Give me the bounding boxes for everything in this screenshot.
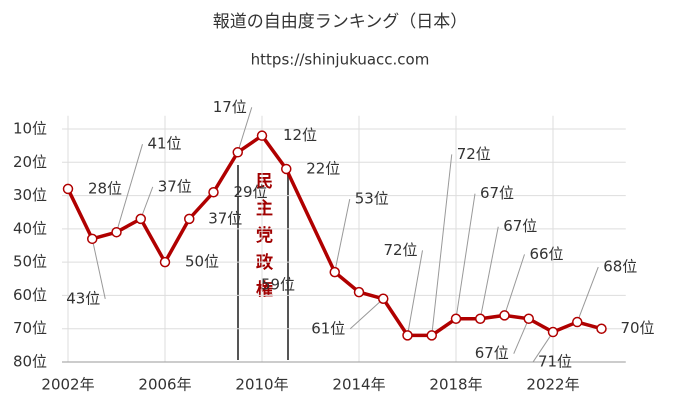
- marker: [572, 316, 583, 328]
- marker: [402, 330, 413, 341]
- y-tick-label: 80位: [13, 353, 47, 371]
- leader-line: [479, 226, 499, 319]
- x-tick-label: 2022年: [526, 376, 579, 394]
- leader-line: [237, 107, 253, 153]
- data-label: 53位: [355, 190, 389, 208]
- marker: [184, 213, 195, 225]
- y-tick-label: 20位: [13, 153, 47, 171]
- marker: [378, 293, 389, 305]
- x-tick-label: 2010年: [235, 376, 288, 394]
- x-tick-label: 2014年: [332, 376, 385, 394]
- y-tick-label: 10位: [13, 120, 47, 138]
- leader-line: [576, 266, 599, 323]
- marker: [596, 323, 607, 334]
- data-label: 67位: [475, 344, 509, 362]
- x-tick-label: 2018年: [429, 376, 482, 394]
- marker: [62, 183, 74, 195]
- marker: [426, 330, 437, 341]
- marker: [159, 256, 171, 268]
- data-label: 59位: [261, 276, 295, 294]
- marker: [547, 326, 559, 338]
- data-label: 28位: [88, 179, 122, 197]
- leader-line: [431, 154, 453, 336]
- data-label: 43位: [66, 289, 100, 307]
- data-label: 17位: [213, 98, 247, 116]
- data-label: 50位: [185, 253, 219, 271]
- chart-title: 報道の自由度ランキング（日本）: [213, 12, 468, 32]
- data-label: 37位: [158, 177, 192, 195]
- y-tick-label: 50位: [13, 253, 47, 271]
- y-tick-label: 40位: [13, 219, 47, 237]
- data-label: 70位: [620, 319, 654, 337]
- marker: [135, 213, 146, 225]
- marker: [256, 130, 268, 141]
- chart-subtitle: https://shinjukuacc.com: [251, 51, 430, 69]
- line: [66, 133, 602, 338]
- leader-line: [140, 186, 154, 220]
- marker: [450, 313, 462, 324]
- data-label: 12位: [283, 126, 317, 144]
- leader-line: [532, 331, 554, 363]
- marker: [329, 266, 340, 278]
- marker: [353, 286, 365, 298]
- y-tick-label: 30位: [13, 186, 47, 204]
- marker: [232, 147, 243, 158]
- data-label: 72位: [457, 145, 491, 163]
- data-label: 66位: [529, 245, 563, 263]
- data-label: 67位: [480, 184, 514, 202]
- data-label: 41位: [147, 135, 181, 153]
- marker: [208, 187, 219, 198]
- leader-line: [407, 250, 423, 336]
- leader-line: [455, 193, 476, 319]
- marker: [499, 310, 510, 321]
- y-tick-label: 60位: [13, 286, 47, 304]
- data-label: 72位: [383, 241, 417, 259]
- data-label: 22位: [306, 159, 340, 177]
- marker: [281, 163, 292, 175]
- data-label: 67位: [503, 217, 537, 235]
- leader-line: [116, 144, 143, 233]
- data-label: 37位: [208, 209, 242, 227]
- leader-line: [334, 199, 351, 273]
- x-tick-label: 2006年: [138, 376, 191, 394]
- marker: [523, 313, 534, 324]
- data-label: 71位: [538, 353, 572, 371]
- leader-line: [91, 238, 106, 299]
- data-label: 61位: [311, 319, 345, 337]
- marker: [475, 313, 486, 324]
- leader-line: [504, 254, 525, 316]
- marker: [87, 233, 98, 245]
- marker: [111, 226, 122, 238]
- y-tick-label: 70位: [13, 319, 47, 337]
- data-label: 68位: [603, 258, 637, 276]
- leader-line: [513, 318, 530, 354]
- leader-line: [349, 298, 384, 330]
- x-tick-label: 2002年: [41, 376, 94, 394]
- data-label: 29位: [233, 183, 267, 201]
